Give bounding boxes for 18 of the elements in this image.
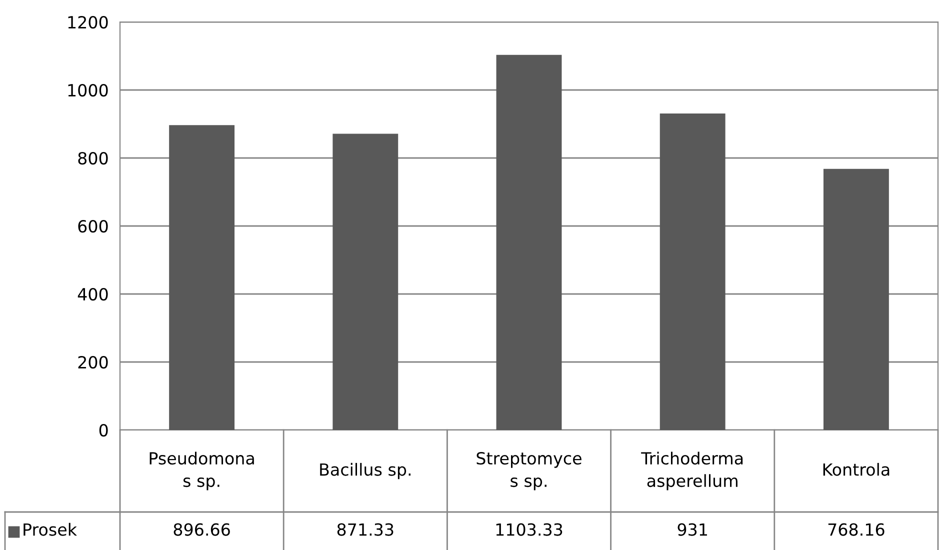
data-label: 768.16 xyxy=(828,523,884,536)
x-tick-label: Kontrola xyxy=(823,462,890,476)
y-tick-label: 400 xyxy=(78,288,108,301)
legend-label: Prosek xyxy=(24,522,77,536)
data-label: 1103.33 xyxy=(496,523,562,536)
x-tick-label: Streptomyce s sp. xyxy=(476,452,582,490)
y-tick-label: 1200 xyxy=(68,16,108,29)
data-label: 931 xyxy=(678,523,707,536)
data-label: 896.66 xyxy=(174,523,230,536)
x-tick-label: Pseudomona s sp. xyxy=(150,452,254,490)
y-tick-label: 0 xyxy=(99,424,108,437)
y-tick-label: 600 xyxy=(78,220,108,233)
y-tick-label: 800 xyxy=(78,152,108,165)
y-tick-label: 200 xyxy=(78,356,108,369)
y-tick-label: 1000 xyxy=(68,84,108,97)
data-label: 871.33 xyxy=(337,523,394,536)
x-tick-label: Trichoderma asperellum xyxy=(641,452,743,490)
x-tick-label: Bacillus sp. xyxy=(320,462,411,480)
